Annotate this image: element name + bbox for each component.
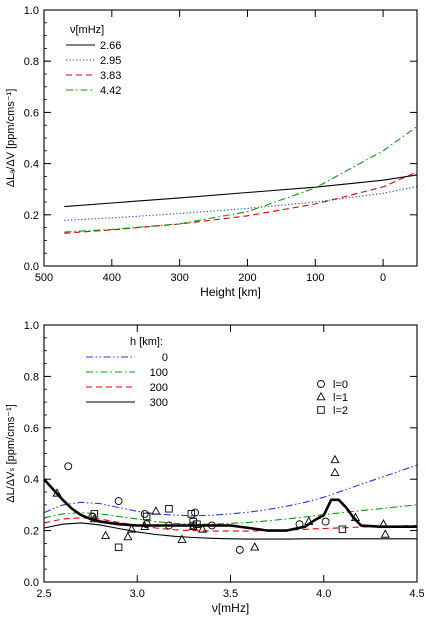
marker-l=2 <box>187 510 196 518</box>
x-tick-label: 2.5 <box>36 588 51 600</box>
marker-l=1 <box>151 506 161 515</box>
legend-marker <box>317 406 325 414</box>
marker-l=2 <box>165 505 173 513</box>
y-axis-label: ΔL/ΔVₛ [ppm/cms⁻¹] <box>5 404 17 503</box>
marker-l=1 <box>350 512 361 521</box>
marker-l=0 <box>165 521 173 530</box>
legend-label: 2.66 <box>100 40 121 52</box>
marker-l=0 <box>88 512 97 521</box>
legend-label: 300 <box>150 397 168 409</box>
y-tick-label: 0.2 <box>24 526 39 538</box>
x-tick-label: 100 <box>306 272 324 284</box>
legend-label: 100 <box>150 367 168 379</box>
marker-l=1 <box>378 519 388 528</box>
legend-label: 0 <box>162 352 168 364</box>
legend-label: 2.95 <box>100 55 121 67</box>
y-tick-label: 0.6 <box>24 423 39 435</box>
marker-l=1 <box>250 542 260 551</box>
marker-l=1 <box>123 531 133 541</box>
series-line-4.42 <box>64 126 418 233</box>
y-tick-label: 0.0 <box>24 261 39 273</box>
x-tick-label: 500 <box>35 272 53 284</box>
x-tick-label: 0 <box>380 272 386 284</box>
marker-l=0 <box>140 509 149 518</box>
plot-frame <box>43 9 418 267</box>
marker-l=0 <box>295 520 304 529</box>
series-line-2.95 <box>64 186 418 221</box>
legend-marker-label: l=2 <box>333 405 348 417</box>
x-axis-label: ν[mHz] <box>212 601 249 615</box>
marker-l=1 <box>188 521 198 530</box>
marker-l=1 <box>330 467 340 477</box>
x-tick-label: 3.5 <box>223 588 238 600</box>
marker-l=0 <box>142 520 151 529</box>
x-tick-label: 4.0 <box>316 588 331 600</box>
legend-title: ν[mHz] <box>70 24 104 36</box>
y-tick-label: 0.4 <box>24 159 39 171</box>
marker-l=1 <box>140 521 150 530</box>
marker-l=0 <box>114 497 123 505</box>
marker-l=0 <box>64 462 73 471</box>
legend-marker <box>317 380 325 388</box>
legend-label: 3.83 <box>100 70 121 82</box>
marker-l=1 <box>89 513 99 523</box>
y-tick-label: 0.2 <box>24 210 39 222</box>
plot-frame <box>43 324 418 583</box>
legend-marker <box>316 391 326 401</box>
legend-label: 200 <box>150 382 168 394</box>
marker-l=2 <box>193 520 201 528</box>
series-line-0 <box>43 464 418 517</box>
legend-marker-label: l=0 <box>333 379 348 391</box>
marker-l=0 <box>321 517 330 526</box>
marker-l=0 <box>235 545 244 554</box>
marker-l=1 <box>197 524 208 533</box>
series-line-3.83 <box>64 171 418 234</box>
series-line-mean <box>43 478 417 532</box>
legend-label: 4.42 <box>100 85 121 97</box>
x-tick-label: 3.0 <box>130 588 145 600</box>
y-tick-label: 0.6 <box>24 107 39 119</box>
x-tick-label: 300 <box>170 272 188 284</box>
marker-l=0 <box>207 521 216 530</box>
marker-l=2 <box>90 510 99 518</box>
x-axis-label: Height [km] <box>200 285 261 299</box>
legend-marker-label: l=1 <box>333 392 348 404</box>
marker-l=2 <box>114 543 123 552</box>
y-tick-label: 0.8 <box>24 56 39 68</box>
y-tick-label: 0.8 <box>24 371 39 383</box>
marker-l=2 <box>338 525 347 534</box>
marker-l=1 <box>304 516 314 525</box>
x-tick-label: 4.5 <box>409 588 424 600</box>
y-axis-label: ΔLₐ/ΔV [ppm/cms⁻¹] <box>5 89 17 188</box>
marker-l=1 <box>127 524 137 533</box>
x-tick-label: 200 <box>238 272 256 284</box>
y-tick-label: 0.0 <box>24 577 39 589</box>
marker-l=1 <box>100 530 111 539</box>
series-line-300 <box>43 522 417 540</box>
y-tick-label: 1.0 <box>24 320 39 332</box>
bottom-chart-panel: 2.5 3.0 3.5 4.0 4.5 0.0 0.2 0.4 0.6 0.8 1.0 ν[mHz] Δ… <box>5 320 425 615</box>
series-line-200 <box>43 517 418 532</box>
y-tick-label: 0.4 <box>24 474 39 486</box>
marker-l=1 <box>330 454 340 464</box>
x-tick-label: 400 <box>103 272 121 284</box>
top-chart-panel: 500 400 300 200 100 0 0.0 0.2 0.4 0.6 0.8 1.0 Height… <box>5 5 418 299</box>
marker-l=1 <box>380 529 390 538</box>
marker-l=2 <box>142 512 151 521</box>
marker-l=1 <box>177 534 187 543</box>
marker-l=1 <box>52 488 62 497</box>
y-tick-label: 1.0 <box>24 5 39 17</box>
legend-title: h [km]: <box>130 336 163 348</box>
series-line-100 <box>43 504 418 525</box>
series-line-2.66 <box>64 174 418 208</box>
